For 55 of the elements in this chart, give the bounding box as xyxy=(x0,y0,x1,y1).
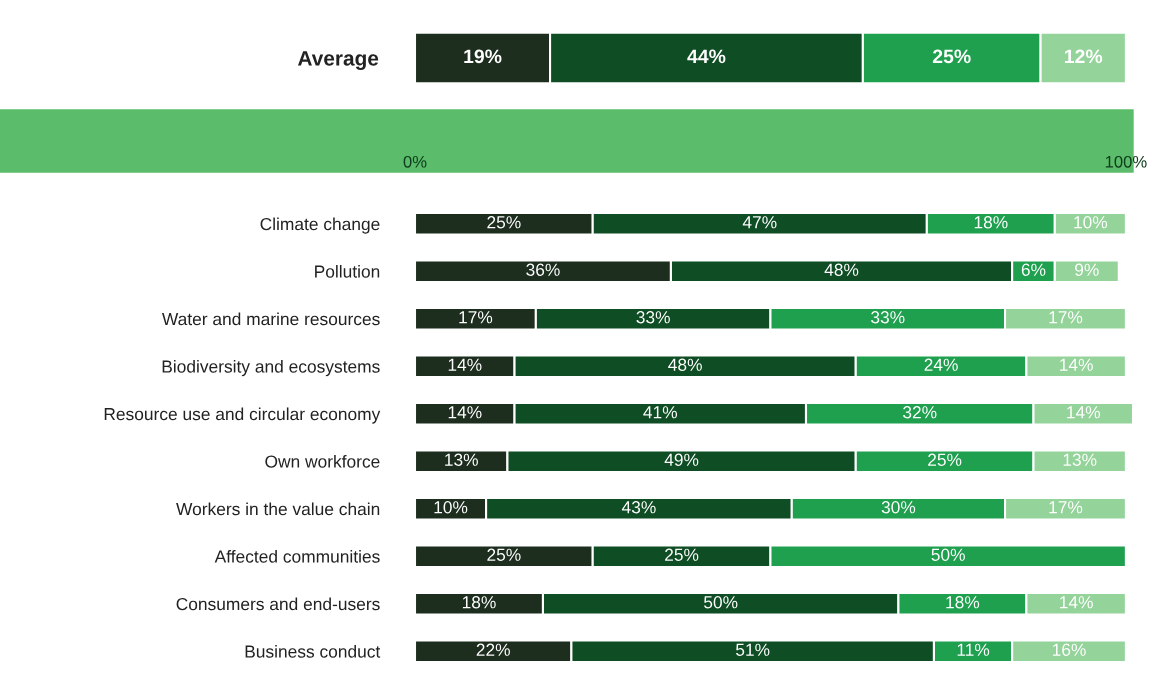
data-label: 25% xyxy=(932,49,971,64)
data-label: 13% xyxy=(1063,453,1097,466)
y-tick-label: Biodiversity and ecosystems xyxy=(162,359,380,377)
data-label: 30% xyxy=(881,501,916,514)
data-label: 25% xyxy=(487,548,521,561)
data-label: 10% xyxy=(434,501,468,514)
data-label: 44% xyxy=(687,49,726,64)
data-label: 47% xyxy=(742,216,777,229)
y-tick-label: Affected communities xyxy=(214,549,380,563)
y-tick-label: Pollution xyxy=(315,264,380,278)
data-label: 14% xyxy=(1060,596,1093,609)
data-label: 22% xyxy=(476,643,510,656)
data-label: 13% xyxy=(445,453,478,466)
y-tick-label: Own workforce xyxy=(265,454,380,468)
y-tick-label: Water and marine resources xyxy=(161,312,380,326)
data-label: 24% xyxy=(924,358,958,371)
data-label: 48% xyxy=(668,358,702,371)
data-label: 6% xyxy=(1021,263,1046,276)
data-label: 14% xyxy=(1060,358,1093,371)
data-label: 11% xyxy=(957,643,990,656)
y-tick-label: Climate change xyxy=(260,217,380,234)
data-label: 43% xyxy=(621,501,656,514)
data-label: 14% xyxy=(448,358,482,371)
data-label: 33% xyxy=(871,311,905,324)
x-tick-label: 0% xyxy=(403,155,427,168)
data-label: 12% xyxy=(1065,49,1103,64)
y-tick-label: Consumers and end-users xyxy=(176,597,380,611)
data-label: 49% xyxy=(664,453,699,466)
data-label: 32% xyxy=(903,406,937,419)
y-tick-label: Workers in the value chain xyxy=(176,502,380,516)
y-tick-label: Resource use and circular economy xyxy=(104,407,381,424)
y-tick-label: Business conduct xyxy=(245,644,381,658)
data-label: 17% xyxy=(1049,501,1083,514)
data-label: 18% xyxy=(946,596,980,609)
data-label: 9% xyxy=(1075,263,1099,276)
data-label: 14% xyxy=(1067,406,1100,419)
data-label: 10% xyxy=(1074,216,1108,229)
data-label: 41% xyxy=(643,406,678,419)
data-label: 36% xyxy=(526,263,560,276)
data-label: 19% xyxy=(464,49,502,64)
data-label: 16% xyxy=(1052,643,1086,656)
data-label: 33% xyxy=(636,311,670,324)
y-tick-label: Average xyxy=(297,51,379,70)
data-label: 25% xyxy=(928,453,962,466)
data-label: 18% xyxy=(462,596,496,609)
data-label: 17% xyxy=(1049,311,1083,324)
data-label: 50% xyxy=(704,596,738,609)
data-label: 25% xyxy=(665,548,699,561)
data-label: 25% xyxy=(487,216,521,229)
data-label: 18% xyxy=(974,216,1008,229)
data-label: 50% xyxy=(931,548,965,561)
data-label: 14% xyxy=(448,406,482,419)
data-label: 48% xyxy=(824,263,859,276)
data-label: 51% xyxy=(735,643,770,656)
data-label: 17% xyxy=(459,311,493,324)
